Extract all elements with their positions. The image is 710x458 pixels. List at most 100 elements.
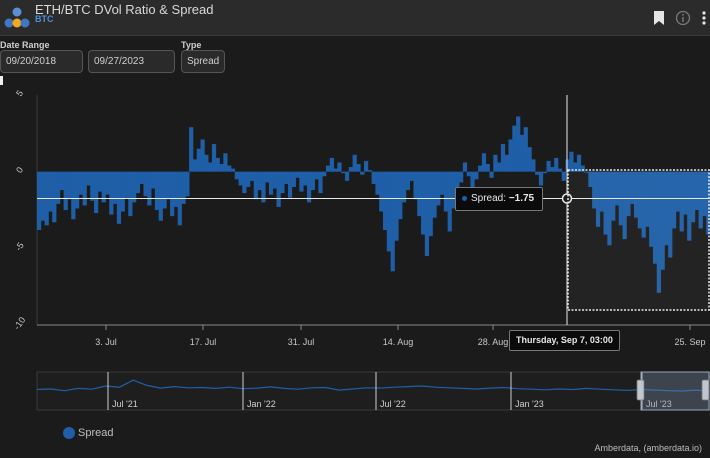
spread-bar xyxy=(371,171,376,184)
spread-bar xyxy=(295,171,300,178)
x-tick-label: 25. Sep xyxy=(674,337,705,347)
spread-bar xyxy=(363,160,369,172)
widget-title: ETH/BTC DVol Ratio & Spread xyxy=(35,2,214,17)
spread-bar xyxy=(223,153,228,172)
bookmark-icon[interactable] xyxy=(653,10,665,26)
spread-bar xyxy=(189,127,194,172)
navigator-handle[interactable] xyxy=(636,379,645,401)
spread-bar xyxy=(432,171,437,218)
spread-bar xyxy=(211,144,217,172)
spread-bar xyxy=(447,171,452,232)
spread-bar xyxy=(702,171,707,217)
spread-bar xyxy=(322,171,327,177)
spread-bar xyxy=(519,134,525,172)
spread-bar xyxy=(303,171,308,186)
spread-bar xyxy=(185,171,190,197)
spread-bar xyxy=(139,171,144,184)
spread-bar xyxy=(698,171,703,229)
spread-bar xyxy=(67,171,72,200)
spread-bar xyxy=(257,171,262,191)
spread-bar xyxy=(436,171,441,206)
spread-bar xyxy=(48,171,53,212)
y-tick-label: 5 xyxy=(14,88,25,98)
spread-bar xyxy=(481,153,487,172)
spread-bar xyxy=(116,171,122,224)
spread-bar xyxy=(569,151,574,172)
spread-bar xyxy=(500,144,506,172)
spread-bar xyxy=(584,171,589,173)
spread-bar xyxy=(120,171,125,212)
spread-bar xyxy=(196,148,201,172)
spread-bar xyxy=(622,171,627,240)
spread-bar xyxy=(82,171,87,206)
spread-bar xyxy=(599,171,604,212)
spread-bar xyxy=(561,171,566,181)
spread-bar xyxy=(276,171,281,207)
spread-bar xyxy=(459,171,464,183)
more-icon[interactable] xyxy=(701,10,707,26)
spread-bar xyxy=(413,171,418,200)
spread-bar xyxy=(386,171,392,252)
tooltip-value: −1.75 xyxy=(508,193,535,204)
spread-bar xyxy=(656,171,661,293)
spread-bar xyxy=(200,139,205,172)
spread-bar xyxy=(227,165,232,172)
spread-bar xyxy=(607,171,612,246)
spread-bar xyxy=(341,171,346,174)
spread-bar xyxy=(306,171,312,203)
spread-bar xyxy=(489,171,494,178)
start-date-input[interactable]: 09/20/2018 xyxy=(0,50,83,73)
spread-bar xyxy=(690,171,696,223)
spread-bar xyxy=(668,171,673,258)
navigator-handle[interactable] xyxy=(701,379,710,401)
spread-bar xyxy=(675,171,680,212)
crosshair-date-label: Thursday, Sep 7, 03:00 xyxy=(509,330,620,351)
widget-subtitle: BTC xyxy=(35,14,54,24)
legend-item-spread[interactable]: Spread xyxy=(63,424,113,439)
range-marker xyxy=(0,76,3,85)
spread-bar xyxy=(268,171,274,195)
spread-bar xyxy=(325,165,331,172)
spread-bar xyxy=(664,171,669,246)
spread-bar xyxy=(421,171,426,235)
spread-bar xyxy=(595,171,601,227)
spread-bar xyxy=(375,171,380,195)
spread-bar xyxy=(86,171,91,186)
navigator-tick-label: Jul '23 xyxy=(646,399,672,409)
y-tick-label: -5 xyxy=(13,240,26,252)
navigator-line xyxy=(36,379,710,392)
type-select[interactable]: Spread xyxy=(181,50,225,73)
spread-bar xyxy=(105,171,110,195)
app-header: ETH/BTC DVol Ratio & Spread BTC xyxy=(0,0,710,36)
spread-bar xyxy=(234,171,239,180)
spread-bar xyxy=(576,154,582,172)
end-date-input[interactable]: 09/27/2023 xyxy=(88,50,175,73)
info-icon[interactable] xyxy=(675,10,691,26)
navigator[interactable]: Jul '21 Jan '22 Jul '22 Jan '23 Jul '23 xyxy=(36,371,710,411)
spread-bar xyxy=(527,147,532,172)
spread-bar xyxy=(409,171,414,181)
spread-bar xyxy=(504,154,509,172)
spread-bar xyxy=(143,171,148,197)
spread-bar xyxy=(405,171,411,191)
spread-bar xyxy=(383,171,388,230)
spread-bar xyxy=(291,171,296,187)
navigator-window[interactable] xyxy=(640,371,710,411)
navigator-tick-label: Jan '23 xyxy=(515,399,544,409)
spread-bar xyxy=(75,171,80,209)
navigator-tick-label: Jan '22 xyxy=(247,399,276,409)
spread-bar xyxy=(215,157,220,172)
spread-bar xyxy=(493,154,498,172)
spread-bar xyxy=(592,171,597,209)
date-range-label: Date Range xyxy=(0,40,50,50)
spread-bar xyxy=(474,171,479,180)
spread-bar xyxy=(671,171,677,229)
spread-bar xyxy=(398,171,403,220)
spread-bar xyxy=(516,116,521,172)
spread-bar xyxy=(132,171,137,203)
spread-bar xyxy=(497,162,502,172)
spread-bar xyxy=(154,171,160,210)
spread-bar xyxy=(417,171,422,217)
spread-bar xyxy=(249,171,255,181)
